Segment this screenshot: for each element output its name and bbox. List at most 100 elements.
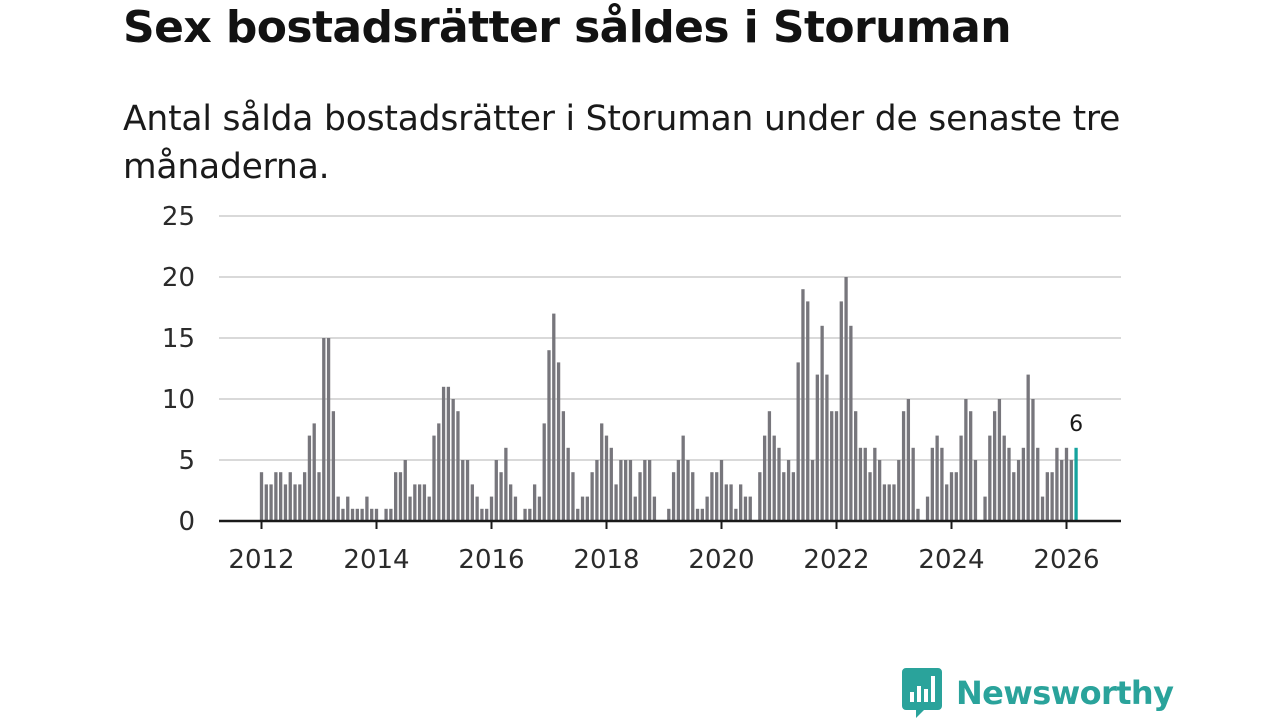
bar: [384, 508, 388, 521]
bar: [1031, 399, 1035, 521]
bar: [389, 508, 393, 521]
bar: [945, 484, 949, 521]
bar: [739, 484, 743, 521]
bar: [1055, 447, 1059, 521]
bar: [863, 447, 867, 521]
bar: [537, 496, 542, 521]
bar: [509, 484, 513, 521]
bar: [906, 399, 911, 521]
bar: [729, 484, 733, 521]
bar: [336, 496, 340, 521]
bar: [322, 338, 326, 521]
bar: [930, 447, 934, 521]
bar: [312, 423, 316, 521]
bar: [988, 435, 992, 521]
bar: [935, 435, 939, 521]
bar: [403, 460, 407, 521]
bar: [949, 472, 954, 521]
bar: [1016, 460, 1021, 521]
bar: [762, 435, 767, 521]
bar: [355, 508, 359, 521]
y-tick-label: 5: [178, 446, 195, 476]
bar: [499, 472, 503, 521]
bar: [470, 484, 474, 521]
y-tick-label: 20: [162, 263, 195, 293]
bar: [360, 508, 364, 521]
bar: [844, 277, 848, 521]
x-tick-label: 2024: [918, 545, 984, 575]
bar: [959, 435, 963, 521]
bar: [897, 460, 901, 521]
bar: [1064, 447, 1069, 521]
bar: [868, 472, 872, 521]
bar: [633, 496, 637, 521]
newsworthy-logo-icon: [902, 668, 942, 718]
bar: [408, 496, 412, 521]
bar: [825, 374, 829, 521]
x-tick-label: 2026: [1033, 545, 1099, 575]
bar: [1021, 447, 1026, 521]
bar: [326, 338, 331, 521]
bar: [1045, 472, 1049, 521]
bar: [283, 484, 288, 521]
bar: [705, 496, 709, 521]
bar: [873, 447, 877, 521]
bar: [724, 484, 728, 521]
bar: [441, 386, 446, 521]
bar: [576, 508, 580, 521]
bar: [341, 508, 345, 521]
x-tick-label: 2022: [803, 545, 869, 575]
gridlines: [219, 215, 1121, 461]
bar: [307, 435, 312, 521]
chart-subtitle: Antal sålda bostadsrätter i Storuman und…: [123, 99, 1121, 187]
bar: [1069, 460, 1073, 521]
bar: [604, 435, 609, 521]
x-tick-label: 2014: [343, 545, 409, 575]
bar: [652, 496, 657, 521]
bar: [743, 496, 748, 521]
bar: [461, 460, 465, 521]
bar: [997, 399, 1002, 521]
x-tick-label: 2018: [573, 545, 639, 575]
bar: [830, 411, 834, 521]
bar: [427, 496, 431, 521]
bar: [600, 423, 604, 521]
y-tick-label: 0: [178, 507, 195, 537]
newsworthy-brand[interactable]: Newsworthy: [902, 668, 1174, 718]
chart-title: Sex bostadsrätter såldes i Storuman: [123, 2, 1012, 53]
bar: [901, 411, 906, 521]
bar: [422, 484, 427, 521]
bar: [293, 484, 297, 521]
bar: [925, 496, 930, 521]
bar: [734, 508, 738, 521]
bar: [964, 399, 968, 521]
bar: [432, 435, 436, 521]
bar: [820, 325, 824, 521]
bar: [489, 496, 494, 521]
bar: [887, 484, 891, 521]
bar: [806, 301, 810, 521]
bar: [691, 472, 695, 521]
bar: [451, 399, 455, 521]
bar: [590, 472, 594, 521]
bar: [1026, 374, 1030, 521]
bar: [259, 472, 264, 521]
bar: [614, 484, 618, 521]
bar: [264, 484, 268, 521]
bar: [681, 435, 685, 521]
highlight-value-label: 6: [1069, 412, 1083, 437]
bar: [815, 374, 819, 521]
bar: [417, 484, 422, 521]
bar: [413, 484, 417, 521]
bar: [456, 411, 460, 521]
bar: [346, 496, 350, 521]
bar: [398, 472, 403, 521]
bar: [973, 460, 978, 521]
bar: [523, 508, 527, 521]
bar: [992, 411, 997, 521]
bar: [1036, 447, 1040, 521]
bar: [758, 472, 762, 521]
bar: [1002, 435, 1006, 521]
bar: [719, 460, 724, 521]
